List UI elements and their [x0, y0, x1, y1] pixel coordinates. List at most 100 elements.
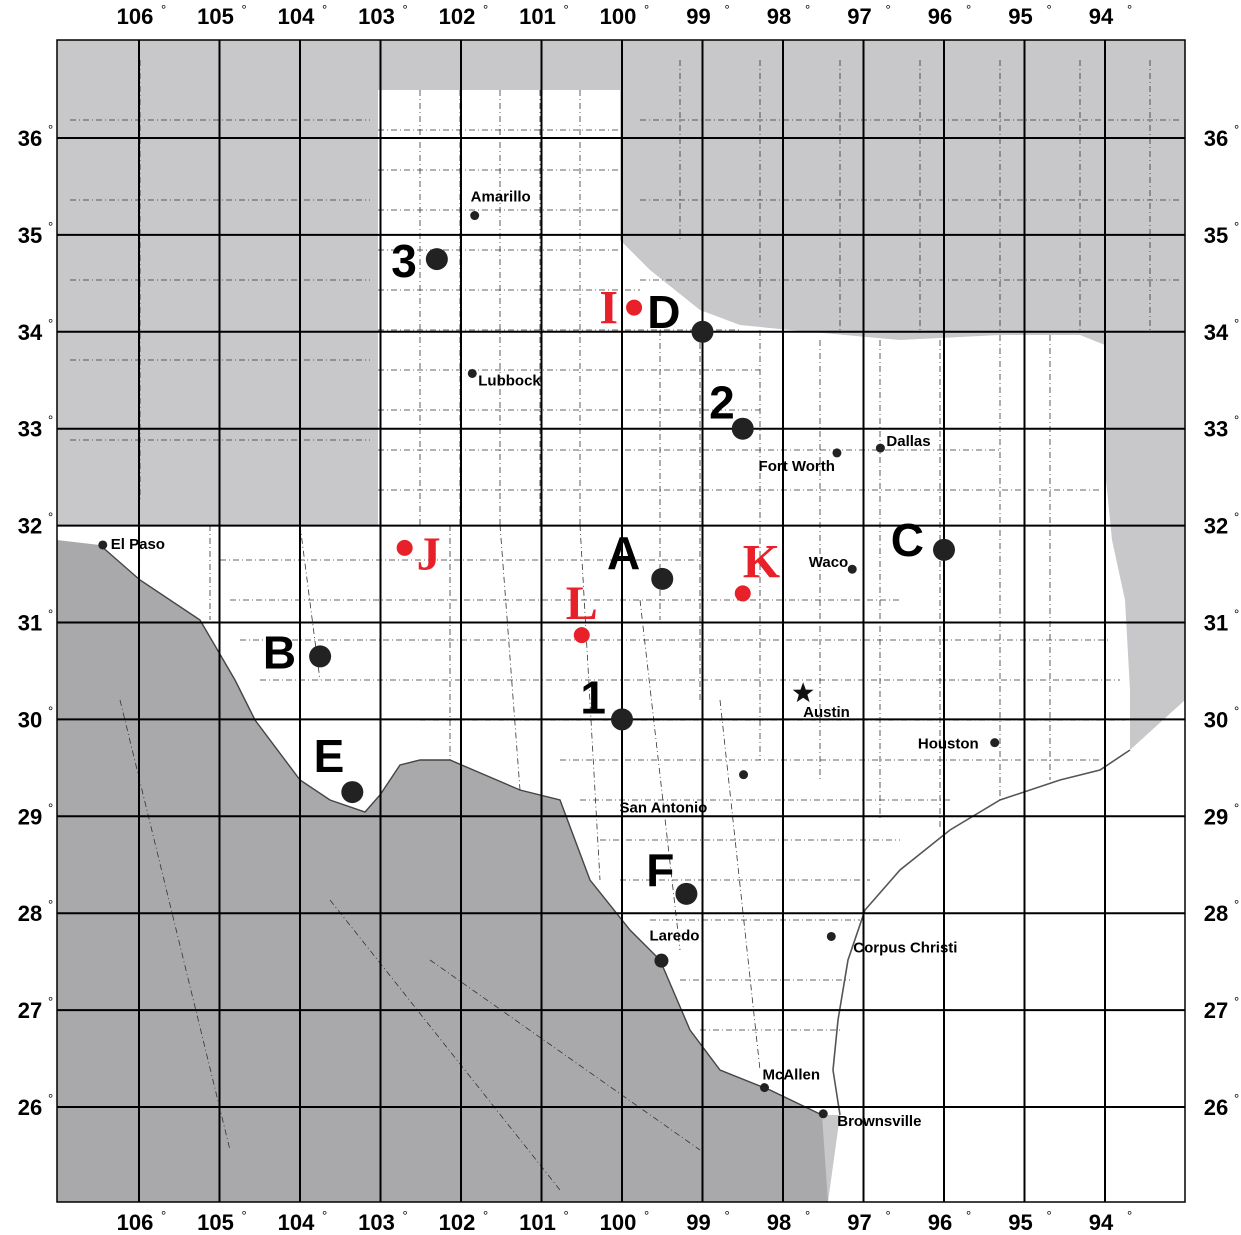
degree-mark: °	[1234, 1091, 1239, 1106]
site-label-d: D	[647, 286, 680, 338]
degree-mark: °	[1234, 413, 1239, 428]
latitude-tick-label: 32	[1204, 514, 1228, 539]
city-label-austin: Austin	[803, 704, 850, 721]
latitude-tick-label: 31	[18, 611, 42, 636]
city-label-amarillo: Amarillo	[471, 189, 531, 206]
degree-mark: °	[1234, 122, 1239, 137]
site-marker-l	[573, 627, 590, 644]
degree-mark: °	[48, 413, 53, 428]
latitude-tick-label: 28	[1204, 901, 1228, 926]
city-dot-fort-worth	[832, 448, 842, 458]
degree-mark: °	[1127, 1208, 1132, 1223]
longitude-tick-label: 98	[767, 1210, 791, 1235]
longitude-tick-label: 99	[686, 1210, 710, 1235]
degree-mark: °	[1047, 2, 1052, 17]
site-marker-j	[396, 539, 413, 556]
latitude-tick-label: 33	[18, 417, 42, 442]
site-marker-i	[626, 299, 643, 316]
site-marker-2	[731, 417, 754, 440]
site-layer: A B C D E F 1 2 3 I J K L	[263, 235, 955, 905]
degree-mark: °	[242, 2, 247, 17]
longitude-tick-label: 99	[686, 4, 710, 29]
site-label-l: L	[566, 577, 598, 630]
latitude-tick-label: 30	[18, 707, 42, 732]
site-label-b: B	[263, 626, 296, 678]
latitude-tick-label: 31	[1204, 611, 1228, 636]
longitude-tick-label: 104	[278, 4, 315, 29]
site-label-i: I	[599, 282, 618, 335]
city-dot-laredo	[654, 953, 669, 968]
degree-mark: °	[48, 1091, 53, 1106]
degree-mark: °	[1047, 1208, 1052, 1223]
site-marker-e	[341, 781, 364, 804]
site-label-2: 2	[709, 377, 735, 429]
site-marker-c	[933, 538, 955, 561]
site-marker-f	[675, 882, 698, 905]
latitude-tick-label: 27	[1204, 998, 1228, 1023]
latitude-tick-label: 30	[1204, 707, 1228, 732]
degree-mark: °	[48, 510, 53, 525]
degree-mark: °	[1234, 219, 1239, 234]
city-label-dallas: Dallas	[886, 433, 930, 450]
site-marker-3	[425, 248, 448, 271]
latitude-tick-label: 34	[1204, 320, 1229, 345]
latitude-tick-label: 33	[1204, 417, 1228, 442]
degree-mark: °	[1234, 897, 1239, 912]
degree-mark: °	[725, 1208, 730, 1223]
latitude-tick-label: 34	[18, 320, 43, 345]
city-label-houston: Houston	[918, 736, 979, 753]
longitude-tick-label: 94	[1089, 4, 1114, 29]
longitude-tick-label: 101	[519, 1210, 556, 1235]
capital-star-icon	[792, 682, 814, 703]
site-marker-b	[309, 645, 332, 668]
site-label-c: C	[891, 514, 924, 566]
city-label-lubbock: Lubbock	[478, 372, 541, 389]
longitude-tick-label: 96	[928, 1210, 952, 1235]
degree-mark: °	[805, 2, 810, 17]
city-label-brownsville: Brownsville	[837, 1113, 921, 1130]
latitude-tick-label: 26	[1204, 1095, 1228, 1120]
degree-mark: °	[966, 1208, 971, 1223]
rio-grande-border	[99, 544, 823, 1116]
degree-mark: °	[483, 2, 488, 17]
longitude-tick-label: 97	[847, 1210, 871, 1235]
degree-mark: °	[161, 2, 166, 17]
longitude-tick-label: 94	[1089, 1210, 1114, 1235]
site-label-1: 1	[580, 671, 606, 723]
latitude-tick-label: 35	[18, 223, 42, 248]
degree-mark: °	[161, 1208, 166, 1223]
city-label-mcallen: McAllen	[762, 1067, 820, 1084]
degree-mark: °	[886, 1208, 891, 1223]
city-dot-mcallen	[759, 1083, 769, 1093]
degree-mark: °	[322, 2, 327, 17]
site-label-a: A	[607, 527, 640, 579]
degree-mark: °	[1234, 703, 1239, 718]
longitude-tick-label: 100	[600, 1210, 637, 1235]
city-dot-waco	[847, 564, 857, 574]
degree-mark: °	[48, 122, 53, 137]
longitude-tick-label: 105	[197, 1210, 234, 1235]
latitude-tick-label: 36	[18, 126, 42, 151]
degree-mark: °	[1234, 316, 1239, 331]
city-label-corpus-christi: Corpus Christi	[853, 939, 957, 956]
city-label-fort-worth: Fort Worth	[759, 458, 835, 475]
longitude-tick-label: 95	[1008, 4, 1032, 29]
degree-mark: °	[1234, 994, 1239, 1009]
site-marker-a	[651, 567, 674, 590]
site-marker-k	[734, 585, 751, 602]
city-dot-corpus-christi	[826, 931, 836, 941]
longitude-tick-label: 106	[117, 4, 154, 29]
longitude-tick-label: 106	[117, 1210, 154, 1235]
latitude-tick-label: 29	[1204, 804, 1228, 829]
map-border	[56, 39, 1186, 1203]
site-label-3: 3	[391, 235, 417, 287]
degree-mark: °	[48, 994, 53, 1009]
degree-mark: °	[322, 1208, 327, 1223]
degree-mark: °	[644, 2, 649, 17]
city-dot-san-antonio	[739, 770, 749, 780]
city-label-laredo: Laredo	[649, 928, 699, 945]
city-dot-houston	[990, 738, 1000, 748]
degree-mark: °	[1127, 2, 1132, 17]
city-dot-lubbock	[467, 368, 477, 378]
latitude-tick-label: 32	[18, 514, 42, 539]
